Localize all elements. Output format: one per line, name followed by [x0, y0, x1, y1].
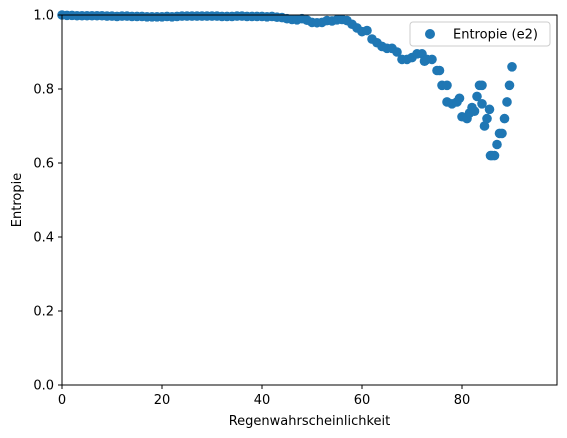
y-axis-title: Entropie: [10, 173, 25, 227]
x-axis-title: Regenwahrscheinlichkeit: [229, 414, 391, 429]
data-point: [392, 47, 402, 57]
data-point: [502, 97, 512, 107]
data-point: [479, 121, 490, 131]
data-point: [477, 99, 487, 109]
data-point: [484, 104, 495, 115]
data-point: [434, 65, 445, 76]
y-axis-ticks: 0.0 0.2 0.4 0.6 0.8 1.0: [33, 9, 62, 394]
data-point: [504, 80, 515, 91]
legend: Entropie (e2): [409, 21, 551, 47]
y-tick-label: 0.6: [33, 157, 54, 172]
y-tick-label: 0.8: [33, 83, 54, 98]
x-tick-label: 40: [254, 393, 271, 408]
data-point: [442, 80, 452, 91]
y-tick-label: 0.4: [33, 231, 54, 246]
data-point: [362, 25, 372, 36]
data-point: [497, 128, 507, 139]
legend-marker: [425, 29, 435, 39]
legend-box: [409, 21, 551, 47]
data-point: [477, 80, 487, 91]
y-tick-label: 0.0: [33, 379, 54, 394]
data-point: [454, 93, 465, 104]
x-axis-ticks: 0 20 40 60 80: [58, 385, 470, 408]
data-points: [57, 10, 517, 161]
data-point: [489, 150, 500, 161]
data-point: [427, 54, 437, 65]
data-point: [507, 62, 517, 72]
y-tick-label: 1.0: [33, 9, 54, 24]
data-point: [472, 91, 482, 102]
x-tick-label: 0: [58, 393, 66, 408]
legend-label: Entropie (e2): [453, 28, 538, 43]
data-point: [482, 113, 492, 124]
x-tick-label: 60: [354, 393, 371, 408]
x-tick-label: 20: [154, 393, 171, 408]
data-point: [492, 139, 502, 150]
data-point: [469, 106, 480, 116]
plot-frame: [61, 14, 558, 386]
y-tick-label: 0.2: [33, 305, 54, 320]
data-point: [499, 113, 510, 124]
x-tick-label: 80: [454, 393, 471, 408]
